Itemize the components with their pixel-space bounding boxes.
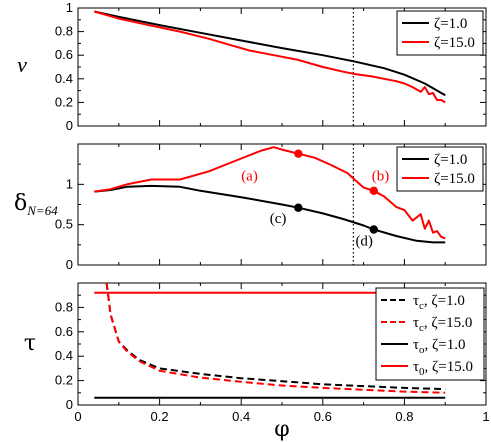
panel-delta-annotation: (a) [241, 168, 258, 184]
panel-delta-ylabel: δN=64 [14, 191, 58, 218]
panel-delta-ytick-label: 1 [66, 176, 73, 191]
panel-v-legend-label: ζ=1.0 [434, 16, 467, 32]
panel-tau-series-line-1 [105, 282, 446, 394]
panel-tau-xtick-label: 0.6 [314, 409, 332, 424]
panel-tau-legend-label: τ0, ζ=15.0 [413, 359, 473, 378]
panel-delta-annotation: (d) [355, 234, 373, 250]
panel-tau-legend-label-sub: c [419, 300, 424, 312]
panel-tau-xtick-label: 0.8 [395, 409, 413, 424]
panel-v-legend-box [396, 10, 484, 56]
panel-delta-annotation: (b) [372, 168, 390, 184]
panel-delta-annotations: (a) (b) (c) (d) [241, 168, 389, 249]
panel-tau-legend-label-rest: , ζ=1.0 [425, 337, 466, 353]
panel-delta-legend-box [396, 146, 484, 192]
panel-v-ytick-label: 0.6 [55, 47, 73, 62]
panel-tau-legend-label: τc, ζ=1.0 [413, 293, 465, 312]
panel-tau-legend-label-rest: , ζ=1.0 [424, 293, 465, 309]
panel-tau-xtick-label: 0.4 [232, 409, 250, 424]
panel-tau-legend-label-rest: , ζ=15.0 [424, 315, 472, 331]
panel-delta-legend: ζ=1.0 ζ=15.0 [396, 146, 484, 192]
panel-v-ylabel: v [17, 52, 27, 77]
panel-delta-point-marker [369, 225, 378, 234]
panel-tau-legend-label-sub: 0 [419, 366, 425, 378]
panel-delta-lines [94, 144, 446, 265]
panel-delta: δN=64 00.51 (a) (b)(c)(d) ζ=1.0ζ=15.0 [14, 143, 487, 272]
panel-tau-legend: τc, ζ=1.0τc, ζ=15.0τo, ζ=1.0τ0, ζ=15.0 [375, 287, 485, 381]
panel-tau-ytick-label: 0.4 [55, 348, 73, 363]
panel-delta-point-marker [294, 203, 303, 212]
panel-tau-ytick-label: 0 [66, 397, 73, 412]
panel-tau-ytick-label: 0.8 [55, 299, 73, 314]
panel-v-series-line-0 [94, 10, 446, 97]
panel-tau-legend-label-sub: c [419, 322, 424, 334]
panel-tau-ytick-label: 0.2 [55, 373, 73, 388]
panel-delta-ticks: 00.51 [55, 144, 487, 272]
panel-v-ytick-label: 0 [66, 118, 73, 133]
panel-tau-legend-label-main: τ [413, 315, 419, 331]
panel-v-ticks: 0 0.2 0.4 0.6 0.8 1 [55, 0, 487, 133]
panel-delta-legend-label: ζ=15.0 [434, 171, 475, 187]
panel-tau-ticks: 0 0.2 0.4 0.6 0.8 1 0 0.2 0.4 0.6 0.8 [55, 283, 490, 424]
panel-v-ytick-label: 0.4 [55, 71, 73, 86]
panel-v-legend-label: ζ=15.0 [434, 35, 475, 51]
panel-tau-legend-box [375, 287, 485, 381]
panel-tau-xtick-label: 0 [74, 409, 81, 424]
panel-tau-legend-label-sub: o [419, 344, 425, 356]
panel-delta-annotation: (c) [270, 211, 287, 227]
panel-tau: τ φ 0 0.2 0.4 0.6 0.8 100.20.40.60.8 τc, ζ=1.… [24, 282, 490, 442]
panel-tau-ytick-label: 0.6 [55, 324, 73, 339]
panel-delta-ytick-label: 0 [66, 257, 73, 272]
panel-v-ytick-label: 0.2 [55, 94, 73, 109]
panel-delta-point-marker [294, 149, 303, 158]
panel-delta-markers [294, 149, 378, 234]
panel-tau-legend-label-main: τ [413, 337, 419, 353]
panel-tau-legend-label: τo, ζ=1.0 [413, 337, 465, 356]
panel-v-series-line-1 [94, 10, 446, 104]
panel-tau-legend-label-main: τ [413, 293, 419, 309]
panel-delta-ytick-label: 0.5 [55, 217, 73, 232]
panel-v-ytick-label: 0.8 [55, 24, 73, 39]
panel-tau-legend-label: τc, ζ=15.0 [413, 315, 472, 334]
panel-delta-series-line-1 [94, 146, 446, 240]
panel-delta-legend-label: ζ=1.0 [434, 152, 467, 168]
panel-tau-xtick-label: 1 [482, 409, 489, 424]
panel-tau-legend-label-main: τ [413, 359, 419, 375]
panel-tau-xtick-label: 0.2 [151, 409, 169, 424]
panel-tau-ylabel: τ [24, 331, 36, 356]
panel-tau-xlabel: φ [274, 417, 289, 442]
panel-v-ytick-label: 1 [66, 0, 73, 15]
panel-tau-legend-label-rest: , ζ=15.0 [425, 359, 473, 375]
panel-v: v 0 0.2 0.4 0.6 0.8 1 ζ=1.0 ζ=15.0 [17, 0, 487, 133]
panel-v-lines [94, 8, 446, 126]
panel-v-legend: ζ=1.0 ζ=15.0 [396, 10, 484, 56]
panel-delta-point-marker [369, 186, 378, 195]
